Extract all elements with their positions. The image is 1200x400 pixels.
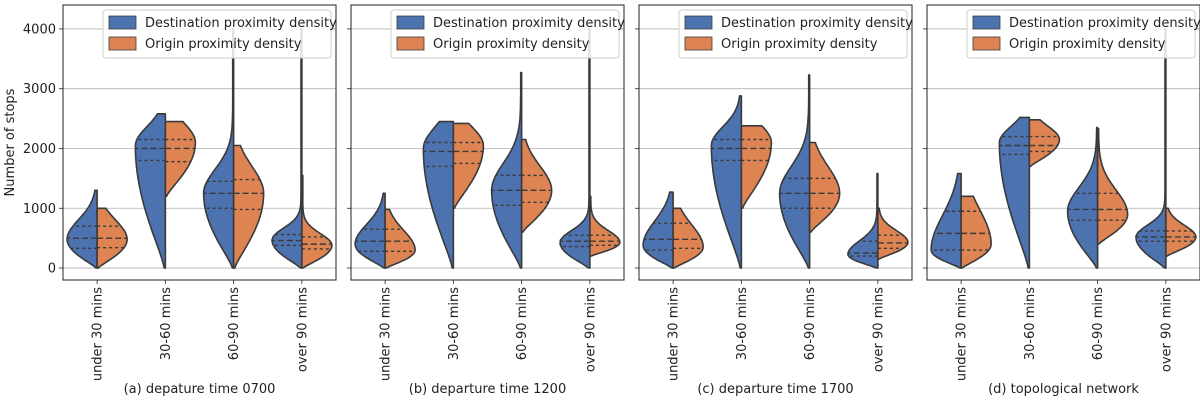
legend-label: Origin proximity density xyxy=(433,37,590,52)
x-tick-label: over 90 mins xyxy=(871,287,886,372)
legend-swatch xyxy=(396,36,425,51)
legend: Destination proximity density Origin prox… xyxy=(966,9,1200,59)
x-tick-label: over 90 mins xyxy=(295,287,310,372)
violin-half-right xyxy=(1165,207,1197,257)
legend-label: Destination proximity density xyxy=(721,16,913,31)
legend-swatch xyxy=(972,36,1001,51)
axes-frame xyxy=(926,4,1200,281)
legend-box xyxy=(966,9,1196,59)
x-axis-label: (a) depature time 0700 xyxy=(124,382,276,397)
panel-2: under 30 mins 30-60 mins 60-90 mins over 90… xyxy=(347,4,625,397)
violin-half-right xyxy=(384,208,416,269)
violin-half-right xyxy=(672,207,704,269)
x-tick-label: 30-60 mins xyxy=(735,287,750,360)
x-tick-label: over 90 mins xyxy=(1159,287,1174,372)
x-tick-label: 30-60 mins xyxy=(159,287,174,360)
legend-label: Origin proximity density xyxy=(1009,37,1166,52)
violin-half-right xyxy=(1096,127,1129,245)
legend-label: Origin proximity density xyxy=(145,37,302,52)
legend-box xyxy=(102,9,332,59)
x-tick-label: 60-90 mins xyxy=(515,287,530,360)
violin-half-left xyxy=(1066,126,1099,269)
violin-half-right xyxy=(452,122,485,210)
x-tick-label: 60-90 mins xyxy=(803,287,818,360)
legend: Destination proximity density Origin prox… xyxy=(390,9,625,59)
legend-swatch xyxy=(684,36,713,51)
violin-half-left xyxy=(271,28,303,269)
violin-half-left xyxy=(354,192,386,269)
x-axis-label: (d) topological network xyxy=(988,382,1139,397)
violin-half-left xyxy=(1135,28,1167,269)
violin-half-right xyxy=(877,207,909,260)
legend-swatch xyxy=(972,15,1001,30)
violin-half-left xyxy=(778,74,811,269)
legend-swatch xyxy=(108,36,137,51)
legend-label: Destination proximity density xyxy=(145,16,337,31)
violin-half-right xyxy=(740,124,773,210)
violin-half-left xyxy=(710,95,743,269)
x-tick-label: over 90 mins xyxy=(583,287,598,372)
x-tick-label: under 30 mins xyxy=(667,287,682,381)
violin-half-right xyxy=(301,174,333,269)
axes-frame xyxy=(638,4,913,281)
x-tick-label: under 30 mins xyxy=(91,287,106,381)
violin-half-right xyxy=(164,120,197,198)
legend: Destination proximity density Origin prox… xyxy=(678,9,913,59)
violin-half-left xyxy=(642,191,674,269)
axes-frame xyxy=(62,4,337,281)
violin-half-right xyxy=(960,195,992,269)
x-tick-label: 60-90 mins xyxy=(227,287,242,360)
x-tick-label: 60-90 mins xyxy=(1091,287,1106,360)
violin-half-left xyxy=(998,116,1031,269)
legend-label: Destination proximity density xyxy=(433,16,625,31)
violin-half-left xyxy=(847,172,879,269)
legend-label: Destination proximity density xyxy=(1009,16,1200,31)
y-tick-label: 0 xyxy=(48,262,56,277)
legend-swatch xyxy=(108,15,137,30)
violin-half-right xyxy=(232,144,265,269)
axes-frame xyxy=(350,4,625,281)
violin-half-left xyxy=(559,28,591,269)
y-tick-label: 3000 xyxy=(23,82,56,97)
legend: Destination proximity density Origin prox… xyxy=(102,9,337,59)
violin-half-right xyxy=(808,141,841,233)
violin-half-right xyxy=(520,138,553,233)
y-tick-label: 4000 xyxy=(23,22,56,37)
panel-1: 0 1000 2000 3000 4000 under 30 mins 30-60 mins… xyxy=(3,4,337,397)
x-tick-label: 30-60 mins xyxy=(1023,287,1038,360)
panel-4: under 30 mins 30-60 mins 60-90 mins over 90… xyxy=(923,4,1200,397)
x-tick-label: 30-60 mins xyxy=(447,287,462,360)
panel-3: under 30 mins 30-60 mins 60-90 mins over 90… xyxy=(635,4,913,397)
violin-half-left xyxy=(490,71,523,269)
y-tick-label: 1000 xyxy=(23,202,56,217)
x-tick-label: under 30 mins xyxy=(379,287,394,381)
violin-half-left xyxy=(134,113,167,269)
x-tick-label: under 30 mins xyxy=(955,287,970,381)
violin-half-right xyxy=(589,195,621,257)
legend-swatch xyxy=(396,15,425,30)
x-axis-label: (c) departure time 1700 xyxy=(697,382,853,397)
x-axis-label: (b) departure time 1200 xyxy=(409,382,566,397)
violin-half-left xyxy=(930,172,962,269)
legend-label: Origin proximity density xyxy=(721,37,878,52)
violin-half-left xyxy=(422,120,455,269)
legend-box xyxy=(390,9,620,59)
legend-swatch xyxy=(684,15,713,30)
violin-half-right xyxy=(1028,118,1061,168)
y-axis-label: Number of stops xyxy=(3,88,18,196)
y-tick-label: 2000 xyxy=(23,142,56,157)
legend-box xyxy=(678,9,908,59)
violin-half-left xyxy=(66,189,98,269)
